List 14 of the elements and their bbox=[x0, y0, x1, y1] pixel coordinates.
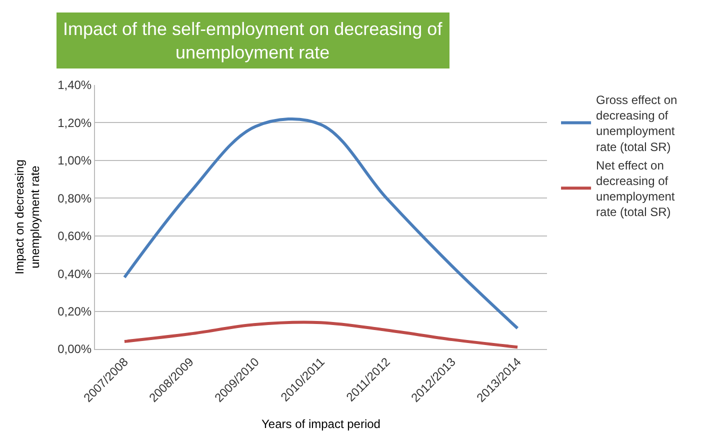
legend-label: Gross effect on decreasing of unemployment rate (total SR) bbox=[596, 92, 678, 154]
y-axis-title: Impact on decreasing unemployment rate bbox=[12, 160, 42, 274]
y-tick-label: 0,80% bbox=[58, 191, 92, 206]
x-axis-title: Years of impact period bbox=[262, 416, 380, 431]
legend-label: Net effect on decreasing of unemployment rate (total SR) bbox=[596, 158, 676, 220]
line-series bbox=[122, 320, 520, 349]
y-tick-label: 1,00% bbox=[58, 154, 92, 168]
y-tick-label: 0,60% bbox=[58, 229, 92, 244]
y-tick-label: 0,20% bbox=[58, 304, 92, 318]
y-tick-label: 0,00% bbox=[58, 342, 92, 356]
y-tick-label: 0,40% bbox=[58, 266, 92, 281]
y-tick-label: 1,40% bbox=[58, 78, 92, 92]
chart-title: Impact of the self-employment on decreasing of unemployment rate bbox=[63, 19, 444, 62]
y-tick-label: 1,20% bbox=[58, 116, 92, 130]
